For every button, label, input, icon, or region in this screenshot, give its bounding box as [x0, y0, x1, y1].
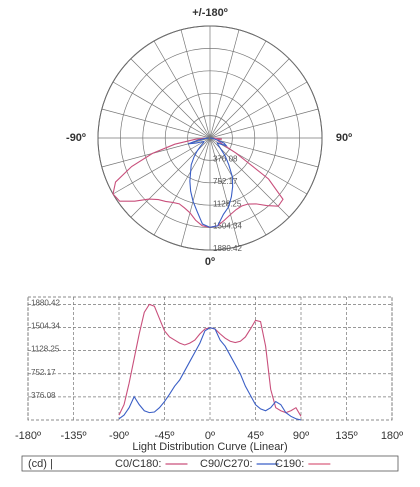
x-tick-label: 45º [247, 430, 263, 442]
spoke [209, 137, 267, 236]
spoke [209, 29, 240, 139]
spoke [180, 29, 211, 139]
spoke [153, 137, 211, 236]
y-tick-label: 376.08 [31, 391, 56, 400]
legend-box [21, 455, 399, 472]
y-tick-label: 752.17 [31, 368, 56, 377]
spoke [130, 58, 211, 139]
r-tick-label: 1880.42 [213, 244, 242, 253]
spoke [153, 40, 211, 139]
r-tick-label: 1504.34 [213, 222, 242, 231]
spoke [112, 81, 211, 139]
r-tick-label: 1128.25 [213, 199, 242, 208]
ring [97, 25, 323, 251]
spoke [209, 81, 308, 139]
legend-label: C190: [275, 458, 304, 470]
x-tick-label: 180º [381, 430, 403, 442]
polar-curve [187, 137, 234, 228]
series-line [118, 327, 302, 421]
ring [187, 115, 233, 161]
ring [142, 70, 278, 206]
y-tick-label: 1880.42 [31, 298, 60, 307]
ring [164, 92, 256, 184]
r-tick-label: 376.08 [213, 155, 238, 164]
y-tick-label: 1504.34 [31, 322, 60, 331]
spoke [209, 40, 267, 139]
x-tick-label: -45º [155, 430, 175, 442]
spoke [209, 137, 308, 195]
spoke [209, 137, 319, 168]
y-tick-label: 1128.25 [31, 345, 60, 354]
spoke [101, 108, 211, 139]
chart-title: Light Distribution Curve (Linear) [132, 441, 287, 453]
x-tick-label: -135º [60, 430, 86, 442]
spoke [209, 137, 290, 218]
x-tick-label: 0º [205, 430, 215, 442]
x-tick-label: -180º [15, 430, 41, 442]
spoke [180, 137, 211, 247]
spoke [209, 137, 240, 247]
x-tick-label: 135º [335, 430, 357, 442]
r-tick-label: 752.17 [213, 177, 238, 186]
legend-label: C90/C270: [200, 458, 253, 470]
angle-label: 0º [205, 256, 215, 268]
spoke [209, 58, 290, 139]
angle-label: 90º [336, 132, 352, 144]
spoke [209, 108, 319, 139]
x-tick-label: -90º [109, 430, 129, 442]
x-tick-label: 90º [293, 430, 309, 442]
spoke [112, 137, 211, 195]
legend-label: C0/C180: [115, 458, 161, 470]
unit-label: (cd) | [28, 458, 53, 470]
angle-label: +/-180º [192, 7, 228, 19]
angle-label: -90º [66, 132, 86, 144]
